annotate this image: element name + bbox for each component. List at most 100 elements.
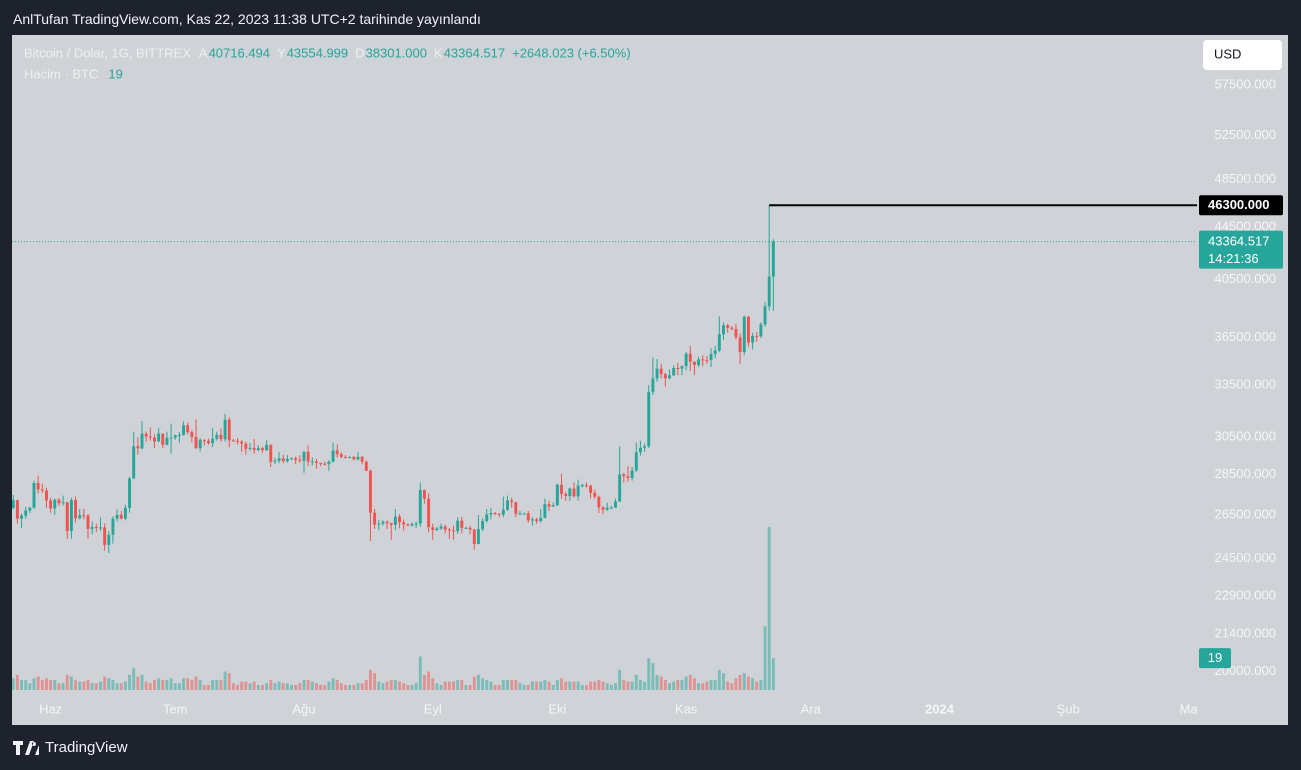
candle-body [244,443,248,449]
candle-body [522,513,526,515]
volume-bar [78,681,82,690]
volume-bar [306,679,310,690]
volume-bar [701,683,705,690]
volume-bar [564,681,568,690]
candle-body [485,514,489,522]
currency-label[interactable]: USD [1214,46,1241,61]
volume-bar [651,663,655,690]
candle-body [722,325,725,335]
volume-bar [161,679,165,690]
volume-bar [572,681,576,690]
volume-bar [414,683,418,690]
volume-bar [730,683,734,690]
y-tick-label: 40500.000 [1215,271,1276,286]
candle-body [647,391,651,447]
candle-body [655,368,659,379]
legend-key: A [199,45,208,60]
candle-body [153,437,156,442]
high-label: 46300.000 [1208,197,1269,212]
volume-bar [389,679,393,690]
legend-value: 40716.494 [209,45,270,60]
candle-body [165,437,169,445]
candle-body [128,478,131,508]
candle-body [90,527,94,529]
volume-bar [248,683,252,690]
currency-button[interactable] [1203,40,1282,70]
candle-body [86,515,90,529]
candle-body [576,485,580,497]
volume-bar [381,683,385,690]
volume-bar [476,674,480,690]
volume-bar [69,676,73,690]
candle-body [443,526,447,530]
volume-bar [510,679,514,690]
candle-body [746,316,750,343]
legend-value: 38301.000 [366,45,427,60]
candle-body [688,353,692,362]
candle-body [551,505,555,507]
volume-bar [285,683,289,690]
published-note: AnlTufan TradingView.com, Kas 22, 2023 1… [13,11,481,27]
candle-body [364,461,368,471]
candle-body [663,374,667,379]
volume-bar [452,681,455,690]
candle-body [310,461,314,463]
volume-bar [94,683,98,690]
volume-bar [709,679,713,690]
legend-key: K [434,45,443,60]
volume-bar [165,679,169,690]
candle-body [24,510,28,516]
candle-body [236,440,239,442]
candle-body [398,516,401,523]
candle-body [560,484,563,494]
volume-bar [265,683,269,690]
candle-body [194,436,198,449]
candle-body [36,482,40,490]
volume-bar [190,679,194,690]
chart-panel [12,35,1288,725]
candle-body [630,470,634,479]
volume-bar [360,683,364,690]
volume-bar [281,683,285,690]
candle-body [460,520,464,528]
candle-body [489,513,493,515]
y-tick-label: 26500.000 [1215,507,1276,522]
candle-body [614,501,617,508]
volume-bar [422,674,426,690]
candle-body [530,519,534,521]
candle-body [94,527,98,529]
volume-bar [368,669,372,690]
candle-body [601,507,605,510]
volume-bar [688,674,692,690]
candle-body [78,515,82,519]
candle-body [373,512,377,525]
candle-body [169,437,173,439]
volume-bar [568,681,572,690]
x-tick-label: Eki [548,701,566,716]
volume-bar [261,684,264,690]
volume-bar [493,684,497,690]
candle-body [339,454,343,457]
candle-body [651,378,655,392]
candle-body [111,518,115,535]
volume-bar [456,679,460,690]
y-tick-label: 21400.000 [1215,625,1276,640]
candle-body [20,515,24,519]
candle-body [568,488,572,496]
candle-body [314,461,318,463]
volume-bar [269,679,273,690]
volume-bar [123,681,127,690]
candle-body [69,500,73,532]
candle-body [99,527,102,529]
volume-bar [663,679,667,690]
candle-body [535,519,539,522]
volume-bar [53,679,57,690]
volume-bar [622,679,626,690]
volume-bar [722,673,725,690]
volume-bar [672,681,676,690]
volume-bar [713,679,717,690]
candle-body [643,446,647,448]
x-tick-label: Şub [1057,701,1080,716]
candle-body [223,419,227,440]
candle-body [15,500,19,519]
